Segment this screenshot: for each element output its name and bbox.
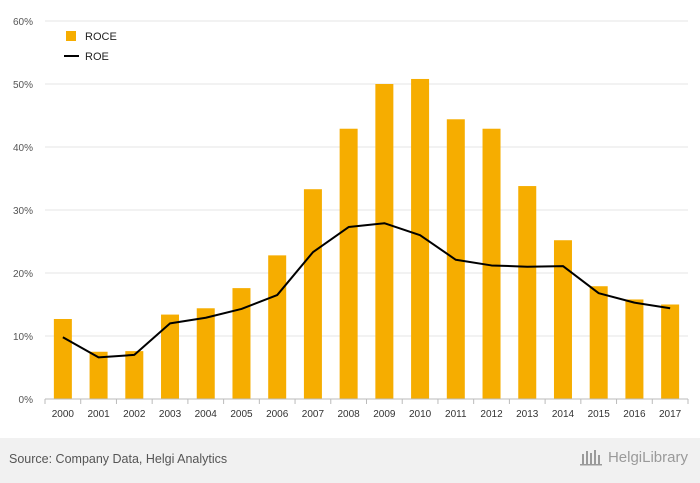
y-tick-label: 60% (13, 17, 33, 28)
roce-bar (232, 288, 251, 399)
x-tick-label: 2006 (266, 409, 289, 420)
roce-bar (53, 318, 72, 399)
x-tick-label: 2013 (516, 409, 539, 420)
x-tick-label: 2000 (52, 409, 75, 420)
x-tick-label: 2017 (659, 409, 682, 420)
chart: 0% 10% 20% 30% 40% 50% 60% 2000 2001 2002 2003 2004… (13, 17, 689, 420)
roe-line (62, 222, 671, 359)
x-tick-label: 2015 (588, 409, 611, 420)
x-tick-label: 2016 (623, 409, 646, 420)
roce-bar (89, 351, 108, 399)
roce-bar (125, 351, 144, 399)
roce-bar (303, 189, 322, 399)
x-tick-label: 2002 (123, 409, 146, 420)
source-text: Source: Company Data, Helgi Analytics (9, 452, 228, 466)
roce-bar (196, 308, 215, 399)
roce-bar (161, 314, 180, 399)
roce-bar (518, 186, 537, 399)
roce-bar (268, 255, 287, 399)
y-tick-label: 50% (13, 80, 33, 91)
x-tick-label: 2010 (409, 409, 432, 420)
legend: ROCE ROE (64, 31, 117, 63)
roce-bar (589, 286, 608, 399)
axes: 0% 10% 20% 30% 40% 50% 60% 2000 2001 2002 2003 2004… (13, 17, 689, 420)
legend-swatch-roce (66, 31, 76, 41)
roce-bar (375, 84, 394, 399)
roce-bar (411, 78, 430, 400)
y-tick-label: 0% (19, 395, 34, 406)
roce-bar (553, 240, 572, 399)
gridlines (45, 20, 688, 337)
x-tick-label: 2003 (159, 409, 182, 420)
legend-label-roe: ROE (85, 51, 109, 63)
x-tick-label: 2008 (338, 409, 361, 420)
brand-logo[interactable]: HelgiLibrary (579, 448, 688, 466)
roce-bars (53, 78, 680, 400)
y-tick-label: 10% (13, 332, 33, 343)
footer: Source: Company Data, Helgi Analytics He… (0, 438, 700, 483)
y-tick-label: 40% (13, 143, 33, 154)
roce-bar (625, 299, 644, 399)
x-tick-label: 2011 (445, 409, 467, 420)
library-icon (579, 450, 602, 466)
y-tick-label: 20% (13, 269, 33, 280)
roce-bar (482, 128, 501, 400)
brand-name: HelgiLibrary (607, 448, 688, 466)
x-tick-label: 2005 (230, 409, 253, 420)
x-tick-label: 2007 (302, 409, 325, 420)
roe-line-path (62, 222, 671, 359)
y-tick-label: 30% (13, 206, 33, 217)
roce-bar (661, 304, 680, 399)
x-tick-label: 2004 (195, 409, 218, 420)
x-tick-label: 2014 (552, 409, 575, 420)
x-tick-label: 2001 (87, 409, 110, 420)
x-tick-label: 2012 (480, 409, 503, 420)
legend-label-roce: ROCE (85, 31, 117, 43)
x-tick-label: 2009 (373, 409, 396, 420)
roce-bar (339, 128, 358, 400)
